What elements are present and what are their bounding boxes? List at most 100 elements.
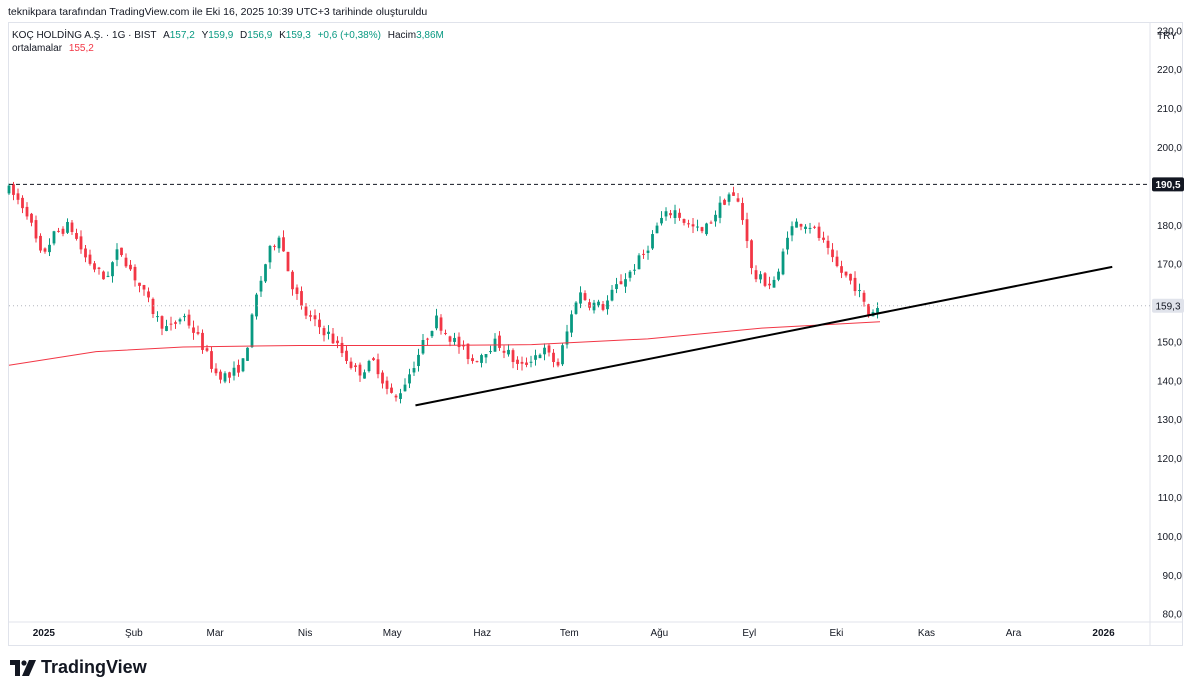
candle-body bbox=[345, 350, 348, 361]
candle-body bbox=[853, 277, 857, 292]
time-tick-label: Ağu bbox=[650, 628, 668, 639]
tradingview-logo-icon bbox=[10, 659, 36, 676]
candle-body bbox=[606, 300, 609, 310]
candle-body bbox=[412, 368, 416, 373]
candle-body bbox=[615, 284, 618, 290]
candle-body bbox=[390, 387, 393, 393]
candle-body bbox=[723, 199, 726, 205]
candle-body bbox=[210, 351, 213, 369]
candle-body bbox=[102, 271, 105, 280]
candle-body bbox=[588, 302, 591, 308]
candle-body bbox=[439, 317, 443, 331]
candle-body bbox=[795, 221, 798, 228]
overlay-lines bbox=[8, 183, 1150, 407]
brand-name: TradingView bbox=[41, 657, 147, 677]
candle-body bbox=[682, 219, 686, 223]
time-tick-label: 2025 bbox=[33, 628, 56, 639]
candle-body bbox=[592, 302, 596, 311]
candle-body bbox=[736, 198, 740, 202]
candle-body bbox=[768, 283, 771, 286]
candle-body bbox=[754, 270, 758, 280]
candle-body bbox=[745, 219, 749, 242]
candle-body bbox=[304, 306, 308, 316]
candle-body bbox=[822, 237, 825, 240]
candle-body bbox=[583, 293, 587, 301]
candles bbox=[7, 181, 879, 404]
candle-body bbox=[646, 250, 650, 253]
candle-body bbox=[70, 222, 74, 232]
legend-ma-value: 155,2 bbox=[68, 43, 94, 54]
candle-body bbox=[777, 271, 780, 280]
candle-body bbox=[498, 335, 501, 348]
candle-body bbox=[403, 384, 407, 392]
candle-body bbox=[844, 271, 848, 276]
candle-body bbox=[421, 339, 425, 354]
candle-body bbox=[696, 226, 699, 228]
candle-body bbox=[277, 237, 281, 249]
candle-body bbox=[651, 234, 654, 249]
candle-body bbox=[381, 372, 384, 384]
candle-body bbox=[628, 271, 632, 278]
candle-body bbox=[376, 359, 380, 375]
candle-body bbox=[255, 294, 258, 317]
resistance-price-label: 190,5 bbox=[1155, 180, 1180, 191]
time-tick-label: Ara bbox=[1006, 628, 1022, 639]
candle-body bbox=[660, 217, 663, 224]
price-tick-label: 130,0 bbox=[1157, 415, 1182, 426]
tradingview-logo[interactable]: TradingView bbox=[10, 657, 147, 678]
candle-body bbox=[228, 372, 231, 378]
candle-body bbox=[471, 358, 474, 362]
candle-body bbox=[43, 248, 47, 252]
legend-volume-label: Hacim bbox=[387, 30, 417, 41]
candle-body bbox=[408, 374, 411, 384]
legend-symbol[interactable]: KOÇ HOLDİNG A.Ş. · 1G · BIST bbox=[12, 30, 157, 41]
legend-ohlc-row: KOÇ HOLDİNG A.Ş. · 1G · BIST A157,2 Y159… bbox=[12, 29, 444, 42]
candle-body bbox=[799, 223, 803, 227]
candle-body bbox=[268, 245, 272, 263]
candle-body bbox=[741, 203, 744, 221]
candle-body bbox=[786, 237, 789, 250]
candle-body bbox=[88, 254, 92, 264]
time-tick-label: Kas bbox=[918, 628, 935, 639]
legend-open: 157,2 bbox=[169, 30, 195, 41]
price-tick-label: 220,0 bbox=[1157, 65, 1182, 76]
candle-body bbox=[426, 338, 429, 340]
time-tick-label: Eki bbox=[829, 628, 843, 639]
candle-body bbox=[115, 249, 119, 260]
candle-body bbox=[25, 206, 29, 217]
candle-body bbox=[259, 280, 263, 292]
candle-body bbox=[570, 314, 573, 333]
price-tick-label: 230,0 bbox=[1157, 26, 1182, 37]
candle-body bbox=[763, 273, 767, 286]
candle-body bbox=[232, 367, 236, 376]
candle-body bbox=[673, 210, 677, 219]
price-tick-label: 90,0 bbox=[1163, 571, 1183, 582]
candle-body bbox=[601, 304, 605, 310]
candle-body bbox=[327, 331, 330, 334]
legend-ma-label[interactable]: ortalamalar bbox=[12, 43, 63, 54]
support-trendline bbox=[415, 265, 1113, 407]
candle-body bbox=[876, 307, 879, 313]
time-tick-label: 2026 bbox=[1092, 628, 1115, 639]
candle-body bbox=[669, 213, 672, 216]
candle-body bbox=[624, 279, 627, 287]
candle-body bbox=[205, 348, 209, 351]
candle-body bbox=[223, 373, 227, 382]
candle-body bbox=[435, 315, 438, 329]
candle-body bbox=[862, 292, 866, 302]
candle-body bbox=[84, 248, 87, 258]
price-tick-label: 140,0 bbox=[1157, 376, 1182, 387]
candle-body bbox=[399, 393, 402, 399]
candle-body bbox=[241, 358, 245, 372]
candle-body bbox=[444, 332, 447, 334]
candle-body bbox=[214, 368, 218, 374]
candle-body bbox=[318, 319, 321, 328]
candle-body bbox=[516, 359, 519, 364]
candle-body bbox=[169, 323, 173, 325]
chart-frame bbox=[8, 22, 1183, 646]
candle-body bbox=[484, 354, 488, 358]
candle-body bbox=[331, 333, 335, 344]
candle-body bbox=[804, 226, 807, 229]
candle-body bbox=[678, 212, 681, 218]
